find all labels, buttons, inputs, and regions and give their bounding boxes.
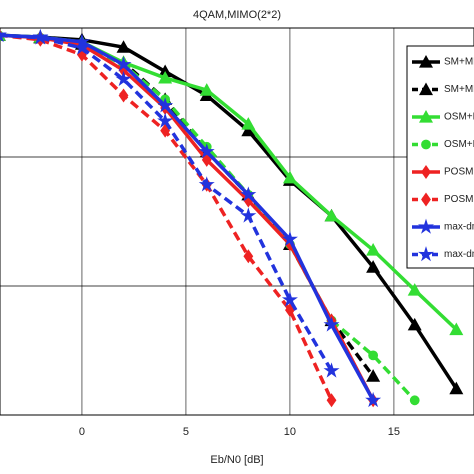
legend: SM+ML SM+ML-soft OSM+ML OSM+ML-soft POSM+ML P…	[406, 45, 474, 269]
series-line	[0, 33, 375, 402]
marker	[419, 110, 433, 123]
marker	[449, 381, 464, 395]
legend-label: POSM+ML-soft	[444, 194, 474, 205]
marker	[366, 243, 381, 256]
x-tick-label: 15	[388, 426, 400, 438]
marker	[116, 40, 131, 53]
legend-label: max-dmin-ML	[444, 222, 474, 233]
marker	[365, 391, 382, 408]
marker	[281, 230, 298, 247]
marker	[240, 207, 257, 223]
marker	[366, 260, 381, 273]
marker	[323, 316, 340, 332]
marker	[198, 143, 215, 159]
plot	[0, 28, 474, 415]
marker	[158, 70, 173, 84]
marker	[419, 55, 433, 68]
x-tick-label: 10	[284, 426, 296, 438]
chart-title: 4QAM,MIMO(2*2)	[193, 9, 281, 21]
legend-label: OSM+ML	[444, 112, 474, 123]
marker	[241, 117, 256, 130]
marker	[418, 246, 434, 262]
marker	[366, 369, 381, 382]
marker	[157, 97, 174, 113]
marker	[421, 192, 431, 207]
marker	[285, 237, 295, 252]
marker	[324, 208, 339, 222]
legend-label: OSM+ML-soft	[444, 139, 474, 150]
marker	[158, 64, 173, 78]
marker	[409, 395, 420, 406]
x-tick-label: 5	[183, 426, 189, 438]
marker	[157, 112, 174, 128]
marker	[118, 88, 129, 103]
marker	[115, 70, 132, 87]
marker	[118, 63, 129, 78]
marker	[73, 39, 90, 55]
marker	[421, 139, 431, 150]
marker	[326, 393, 337, 408]
marker	[323, 362, 340, 378]
marker	[32, 29, 49, 45]
marker	[421, 165, 431, 179]
legend-label: SM+ML	[444, 57, 474, 68]
marker	[418, 218, 434, 234]
series-line	[0, 33, 417, 402]
marker	[285, 303, 295, 318]
plot-area	[0, 27, 474, 416]
marker	[240, 186, 257, 202]
legend-label: max-dmin-ML-soft	[444, 249, 474, 260]
marker	[449, 322, 464, 336]
marker	[241, 123, 256, 137]
x-tick-label: 0	[79, 426, 85, 438]
legend-label: SM+ML-soft	[444, 84, 474, 95]
marker	[115, 56, 132, 72]
legend-label: POSM+ML	[444, 167, 474, 178]
marker	[198, 176, 215, 192]
marker	[419, 82, 433, 96]
series-line	[0, 33, 334, 372]
marker	[282, 170, 297, 184]
marker	[281, 291, 298, 307]
x-axis-label: Eb/N0 [dB]	[210, 454, 263, 466]
legend-box	[406, 45, 474, 269]
marker	[243, 249, 254, 264]
marker	[368, 350, 379, 361]
marker	[407, 317, 422, 331]
marker	[0, 30, 7, 42]
marker	[407, 283, 422, 296]
marker	[199, 83, 214, 96]
